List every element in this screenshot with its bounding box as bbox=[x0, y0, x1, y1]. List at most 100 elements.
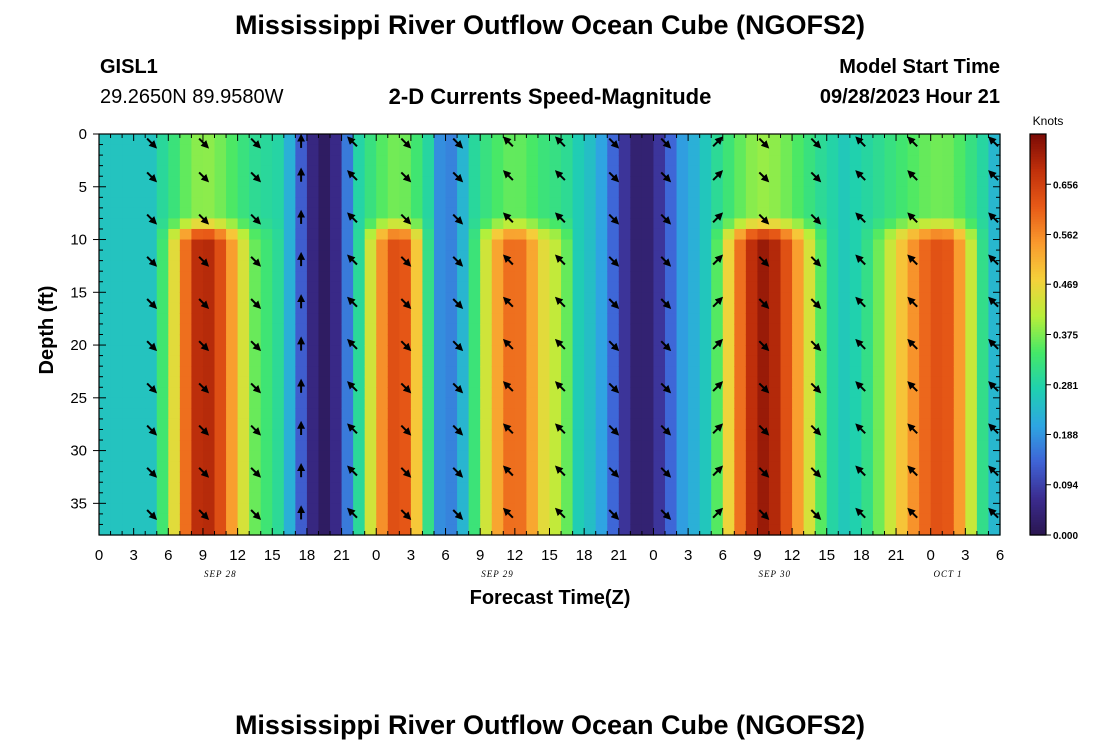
heatmap-cell bbox=[214, 461, 227, 473]
heatmap-cell bbox=[872, 155, 886, 167]
heatmap-cell bbox=[953, 134, 966, 146]
heatmap-cell bbox=[584, 155, 597, 167]
heatmap-cell bbox=[341, 176, 354, 188]
heatmap-cell bbox=[410, 155, 424, 167]
heatmap-cell bbox=[861, 418, 874, 431]
current-vector bbox=[146, 213, 158, 225]
heatmap-cell bbox=[226, 387, 239, 399]
heatmap-cell bbox=[179, 292, 193, 304]
current-vector bbox=[608, 171, 620, 183]
heatmap-cell bbox=[468, 355, 481, 367]
heatmap-cell bbox=[745, 471, 759, 483]
heatmap-cell bbox=[341, 155, 354, 167]
heatmap-cell bbox=[653, 134, 666, 146]
heatmap-cell bbox=[572, 260, 585, 272]
current-vector bbox=[347, 212, 358, 224]
heatmap-cell bbox=[561, 250, 574, 262]
heatmap-cell bbox=[526, 440, 539, 452]
heatmap-cell bbox=[919, 281, 932, 293]
heatmap-cell bbox=[665, 281, 678, 293]
heatmap-cell bbox=[179, 281, 193, 293]
current-vector bbox=[855, 465, 866, 477]
heatmap-cell bbox=[202, 197, 216, 209]
heatmap-cell bbox=[133, 260, 146, 272]
heatmap-cell bbox=[607, 503, 620, 515]
heatmap-cell bbox=[919, 440, 932, 452]
heatmap-cell bbox=[410, 260, 424, 272]
heatmap-cell bbox=[491, 271, 504, 283]
heatmap-cell bbox=[202, 376, 216, 388]
heatmap-cell bbox=[376, 345, 389, 357]
heatmap-cell bbox=[584, 418, 597, 431]
heatmap-cell bbox=[433, 429, 447, 441]
heatmap-cell bbox=[330, 239, 343, 251]
heatmap-cell bbox=[803, 482, 816, 494]
colorbar-swatch bbox=[1030, 319, 1046, 323]
heatmap-cell bbox=[711, 144, 724, 156]
heatmap-cell bbox=[826, 302, 839, 314]
heatmap-cell bbox=[988, 513, 1001, 526]
heatmap-cell bbox=[780, 355, 793, 367]
heatmap-cell bbox=[630, 197, 643, 209]
heatmap-cell bbox=[110, 165, 123, 177]
colorbar-tick-label: 0.000 bbox=[1053, 531, 1078, 542]
heatmap-cell bbox=[433, 492, 447, 504]
heatmap-cell bbox=[341, 271, 354, 283]
heatmap-cell bbox=[699, 250, 712, 262]
heatmap-cell bbox=[896, 334, 909, 346]
colorbar-swatch bbox=[1030, 269, 1046, 273]
colorbar-tick-label: 0.094 bbox=[1053, 481, 1078, 492]
heatmap-cell bbox=[99, 155, 112, 167]
current-vector bbox=[198, 509, 210, 520]
heatmap-cell bbox=[653, 450, 666, 462]
heatmap-cell bbox=[480, 387, 493, 399]
heatmap-cell bbox=[179, 144, 193, 156]
heatmap-cell bbox=[422, 302, 435, 314]
colorbar-tick-label: 0.281 bbox=[1053, 381, 1078, 392]
colorbar-swatch bbox=[1030, 181, 1046, 185]
heatmap-cell bbox=[191, 144, 204, 156]
heatmap-cell bbox=[584, 165, 597, 177]
heatmap-cell bbox=[711, 345, 724, 357]
current-vector bbox=[907, 465, 918, 477]
heatmap-cell bbox=[480, 176, 493, 188]
heatmap-cell bbox=[468, 334, 481, 346]
heatmap-cell bbox=[537, 260, 551, 272]
heatmap-cell bbox=[353, 429, 366, 441]
heatmap-cell bbox=[630, 471, 643, 483]
colorbar-swatch bbox=[1030, 316, 1046, 321]
heatmap-cell bbox=[468, 176, 481, 188]
heatmap-cell bbox=[722, 292, 735, 304]
heatmap-cell bbox=[861, 461, 874, 473]
heatmap-cell bbox=[422, 292, 435, 304]
heatmap-cell bbox=[537, 450, 551, 462]
heatmap-cell bbox=[919, 197, 932, 209]
heatmap-cell bbox=[306, 366, 320, 378]
current-vector bbox=[502, 136, 514, 148]
heatmap-cell bbox=[988, 429, 1001, 441]
heatmap-cell bbox=[803, 186, 816, 198]
heatmap-cell bbox=[480, 250, 493, 262]
heatmap-cell bbox=[306, 387, 320, 399]
heatmap-cell bbox=[422, 513, 435, 526]
heatmap-cell bbox=[942, 376, 955, 388]
heatmap-cell bbox=[480, 260, 493, 272]
heatmap-cell bbox=[768, 471, 782, 483]
colorbar-swatch bbox=[1030, 289, 1046, 293]
heatmap-cell bbox=[503, 197, 516, 209]
heatmap-cell bbox=[861, 155, 874, 167]
heatmap-cell bbox=[237, 155, 250, 167]
heatmap-cell bbox=[757, 292, 770, 304]
heatmap-cell bbox=[780, 239, 793, 251]
heatmap-cell bbox=[537, 134, 551, 146]
heatmap-cell bbox=[584, 271, 597, 283]
heatmap-cell bbox=[133, 524, 146, 536]
heatmap-cell bbox=[306, 176, 320, 188]
heatmap-cell bbox=[792, 397, 805, 409]
heatmap-cell bbox=[595, 228, 608, 241]
heatmap-cell bbox=[688, 334, 701, 346]
heatmap-cell bbox=[156, 461, 169, 473]
heatmap-cell bbox=[618, 461, 631, 473]
current-vector bbox=[810, 298, 822, 309]
heatmap-cell bbox=[410, 492, 424, 504]
